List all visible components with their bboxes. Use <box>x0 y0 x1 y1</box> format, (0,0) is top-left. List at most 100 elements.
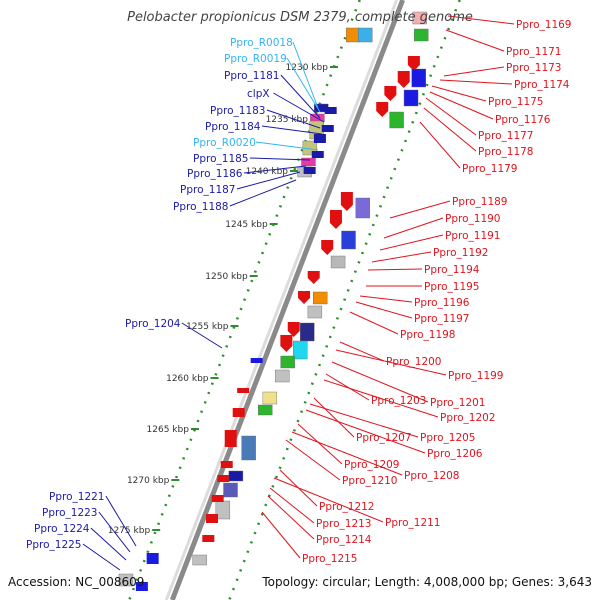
right-gene-label: Ppro_1200 <box>386 356 441 368</box>
gene-arrow <box>220 461 233 468</box>
gene-block <box>293 340 308 360</box>
right-gene-label: Ppro_1171 <box>506 46 561 58</box>
right-gene-label: Ppro_1210 <box>342 475 397 487</box>
kbp-tick-label: 1265 kbp <box>147 425 190 435</box>
gene-block <box>414 28 429 42</box>
kbp-tick-label: 1235 kbp <box>266 115 309 125</box>
left-gene-label: Ppro_1225 <box>26 539 81 551</box>
gene-block <box>223 482 238 498</box>
right-gene-label: Ppro_1197 <box>414 313 469 325</box>
right-gene-label: Ppro_1191 <box>445 230 500 242</box>
gene-block <box>301 157 316 167</box>
leader-line <box>325 373 370 401</box>
leader-line <box>309 403 419 438</box>
right-gene-label: Ppro_1202 <box>440 412 495 424</box>
gene-arrow <box>303 167 316 174</box>
leader-line <box>379 234 444 251</box>
left-gene-label: Ppro_R0019 <box>224 53 287 65</box>
right-gene-label: Ppro_1174 <box>514 79 570 91</box>
leader-line <box>339 341 385 362</box>
right-gene-label: Ppro_1203 <box>371 395 426 407</box>
right-gene-label: Ppro_1194 <box>424 264 480 276</box>
gene-arrow <box>211 495 224 502</box>
gene-arrow <box>340 192 353 211</box>
leader-line <box>255 141 319 151</box>
gene-arrow <box>397 71 410 88</box>
backbone-shadow <box>164 0 399 600</box>
left-gene-label: Ppro_1187 <box>180 184 235 196</box>
right-gene-label: Ppro_1215 <box>302 553 357 565</box>
kbp-tick-label: 1240 kbp <box>246 167 289 177</box>
gene-block <box>258 404 273 416</box>
right-gene-label: Ppro_1211 <box>385 517 440 529</box>
right-gene-label: Ppro_1208 <box>404 470 459 482</box>
gene-arrow <box>407 56 420 71</box>
gene-arrow <box>329 210 342 229</box>
left-gene-label: Ppro_1185 <box>193 153 248 165</box>
gene-arrow <box>324 107 337 114</box>
right-gene-label: Ppro_1214 <box>316 534 372 546</box>
gene-arrow <box>202 535 215 542</box>
scale-dots-right <box>228 0 461 600</box>
right-gene-label: Ppro_1175 <box>488 96 543 108</box>
leader-line <box>423 107 477 152</box>
gene-block <box>341 230 356 250</box>
leader-line <box>229 179 297 207</box>
leader-line <box>431 85 487 102</box>
leader-line <box>269 487 315 524</box>
topology-info: Topology: circular; Length: 4,008,000 bp… <box>262 575 592 589</box>
leader-line <box>90 527 127 561</box>
leader-line <box>249 157 311 161</box>
leader-line <box>267 495 315 540</box>
gene-arrow <box>313 134 326 143</box>
left-gene-label: clpX <box>247 88 270 100</box>
right-gene-label: Ppro_1205 <box>420 432 475 444</box>
gene-block <box>262 391 278 405</box>
right-gene-label: Ppro_1199 <box>448 370 503 382</box>
gene-arrow <box>384 86 397 101</box>
leader-line <box>335 349 447 376</box>
leader-line <box>273 477 384 523</box>
left-gene-label: Ppro_1224 <box>34 523 90 535</box>
left-gene-label: Ppro_1184 <box>205 121 261 133</box>
leader-line <box>323 379 439 418</box>
left-gene-label: Ppro_1186 <box>187 168 243 180</box>
kbp-tick-label: 1270 kbp <box>127 476 170 486</box>
gene-arrow <box>217 475 230 482</box>
gene-block <box>403 89 419 107</box>
gene-arrow <box>321 125 334 132</box>
scale-dots-left <box>128 0 361 600</box>
right-gene-label: Ppro_1189 <box>452 196 507 208</box>
right-gene-label: Ppro_1206 <box>427 448 483 460</box>
kbp-tick-label: 1260 kbp <box>166 374 209 384</box>
leader-line <box>425 97 477 136</box>
gene-block <box>307 305 323 319</box>
right-gene-label: Ppro_1192 <box>433 247 488 259</box>
gene-block <box>275 369 290 383</box>
leader-line <box>105 495 137 547</box>
left-gene-label: Ppro_1223 <box>42 507 97 519</box>
gene-arrow <box>376 102 389 117</box>
right-gene-label: Ppro_1177 <box>478 130 533 142</box>
gene-block <box>241 435 256 461</box>
gene-block <box>313 291 328 305</box>
right-gene-label: Ppro_1195 <box>424 281 479 293</box>
leader-line <box>371 251 432 263</box>
leader-line <box>313 397 355 438</box>
kbp-tick-label: 1255 kbp <box>186 322 229 332</box>
leader-line <box>181 322 223 349</box>
right-gene-label: Ppro_1201 <box>430 397 485 409</box>
right-gene-label: Ppro_1173 <box>506 62 561 74</box>
leader-line <box>291 431 403 476</box>
gene-arrow <box>321 240 334 255</box>
leader-line <box>261 511 301 559</box>
leader-line <box>273 92 325 123</box>
leader-line <box>331 361 429 403</box>
gene-block <box>412 11 427 25</box>
left-gene-label: Ppro_1204 <box>125 318 181 330</box>
leader-line <box>285 439 341 481</box>
gene-arrow <box>237 388 250 393</box>
leader-line <box>383 217 444 239</box>
leader-line <box>445 29 505 52</box>
